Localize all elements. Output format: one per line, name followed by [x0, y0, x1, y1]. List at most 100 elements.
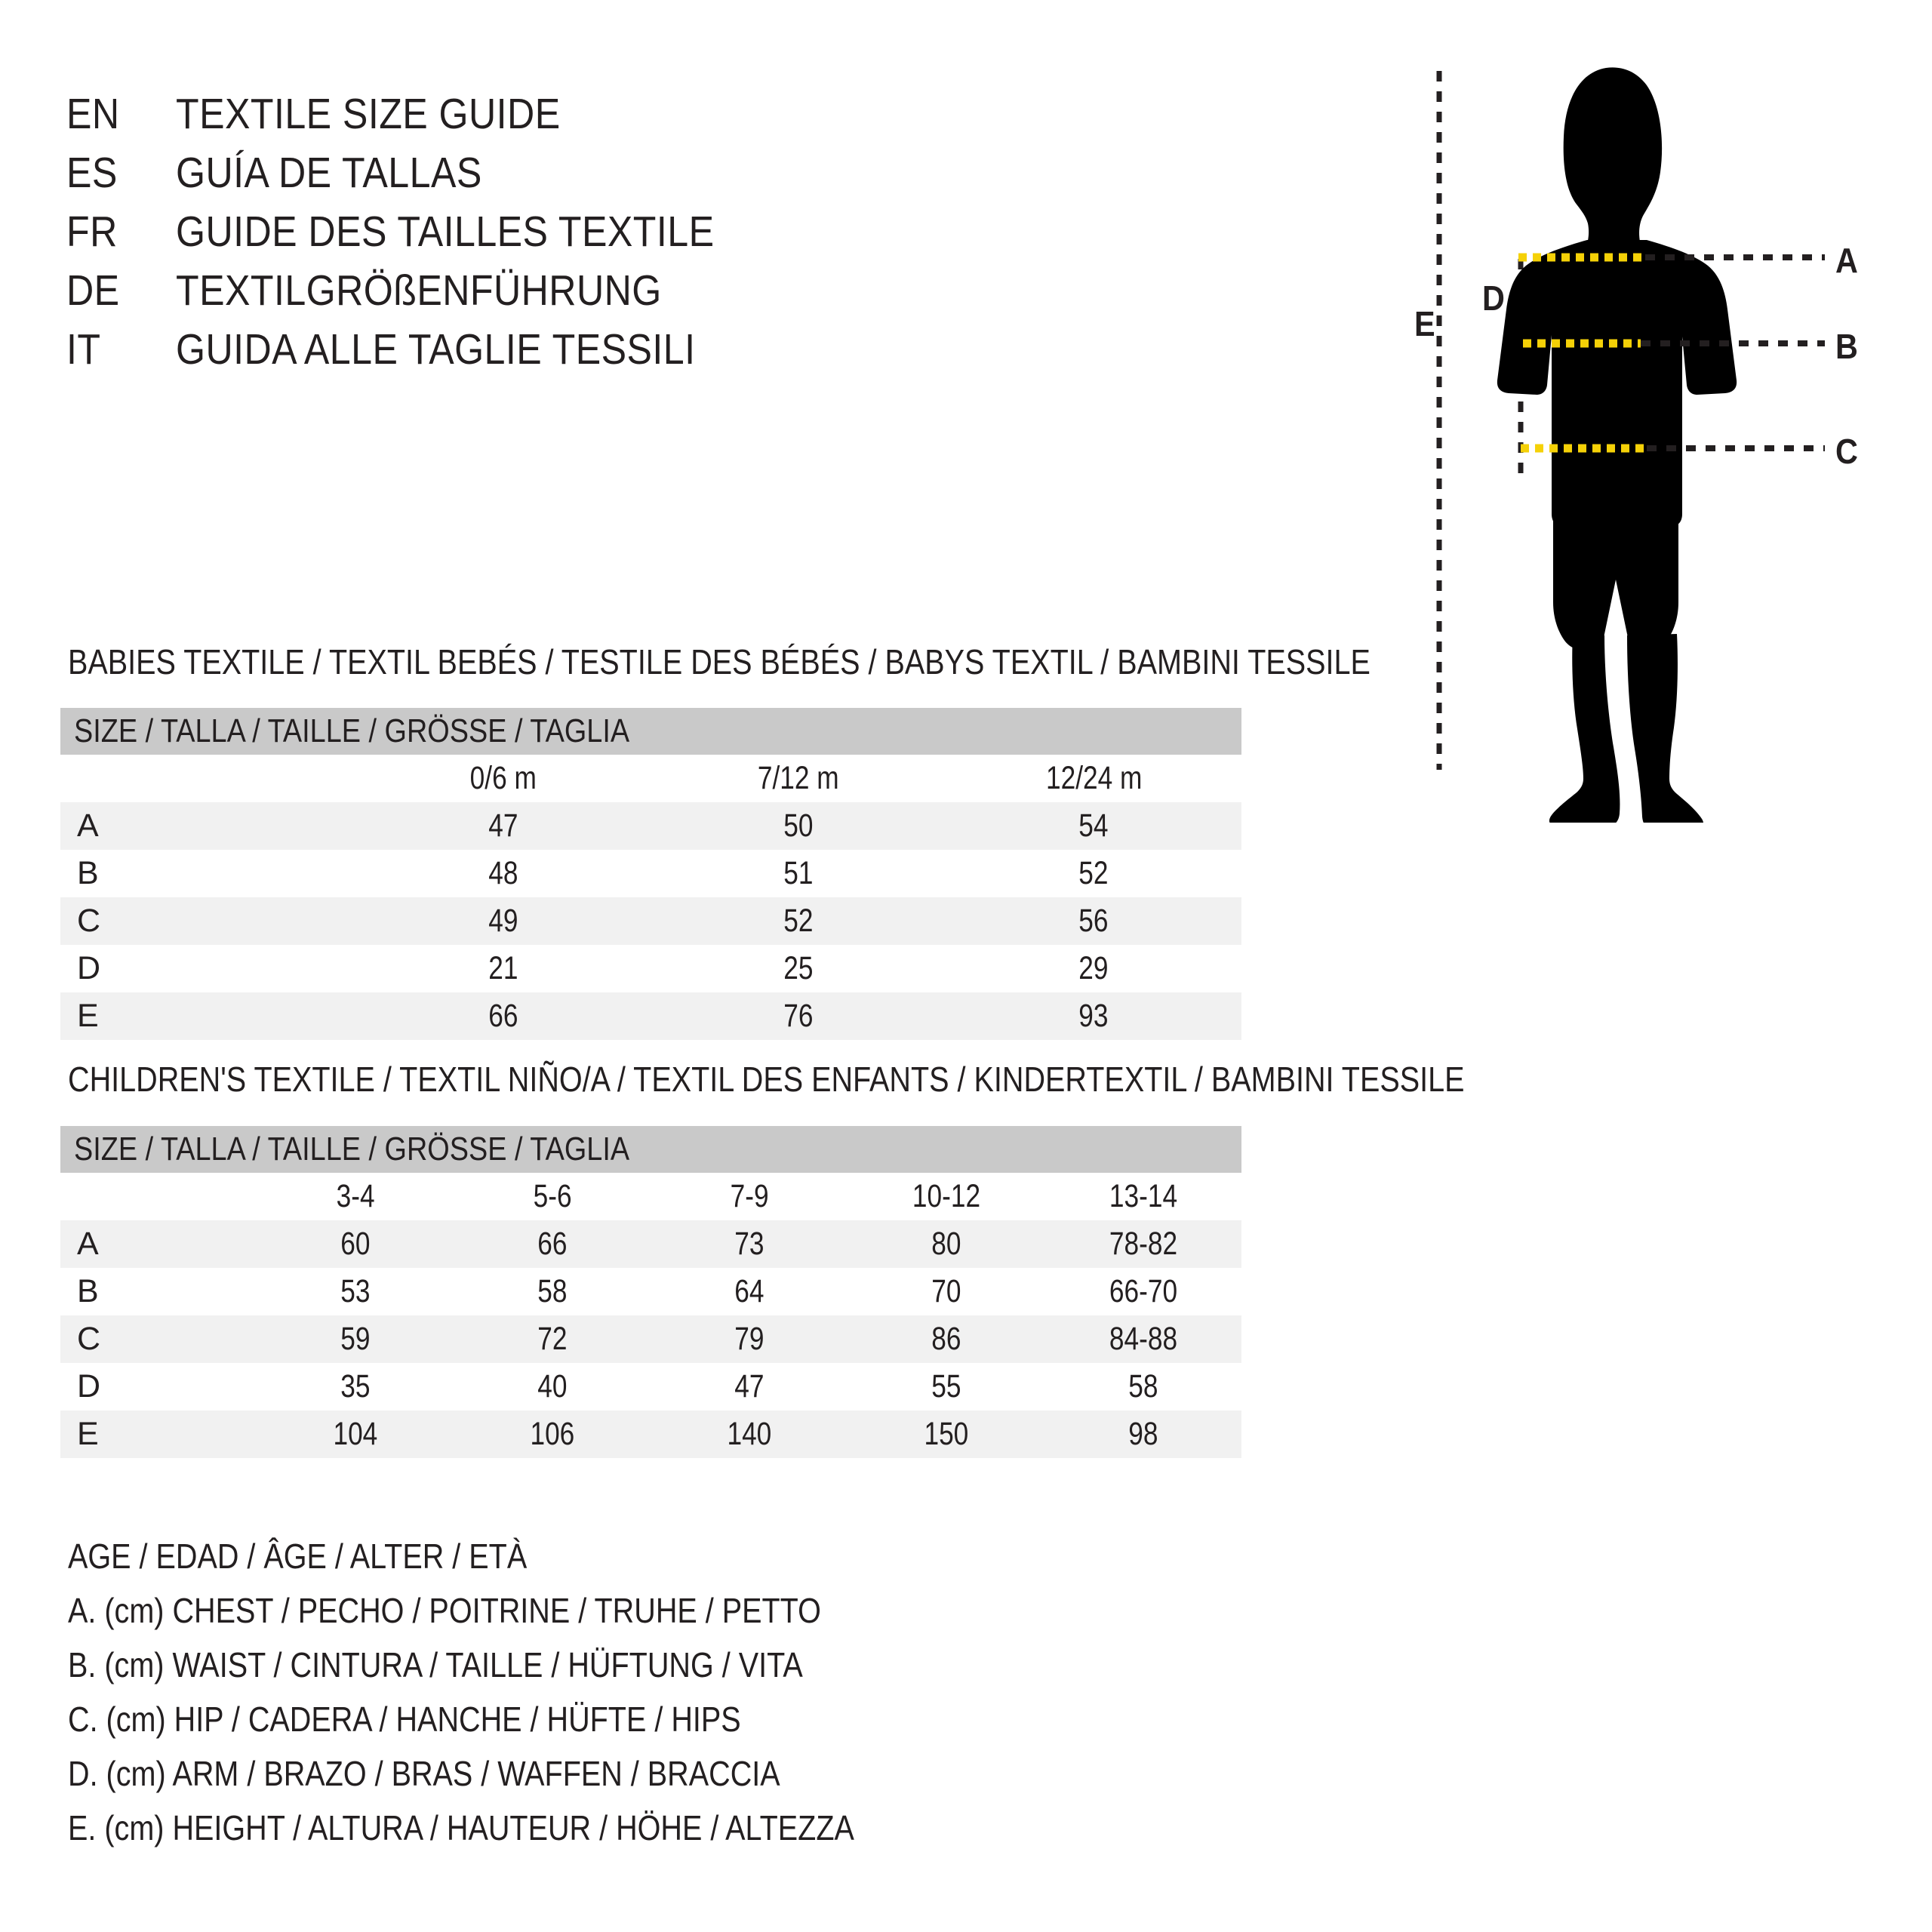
marker-label-d: D	[1482, 278, 1505, 318]
language-title-it: GUIDA ALLE TAGLIE TESSILI	[176, 325, 696, 374]
table-row: A 47 50 54	[60, 802, 1241, 850]
children-b-4: 66-70	[1044, 1268, 1241, 1315]
babies-corner-cell	[60, 755, 356, 802]
children-c-1: 72	[454, 1315, 651, 1363]
children-row-label-b: B	[60, 1268, 257, 1315]
children-column-header-row: 3-4 5-6 7-9 10-12 13-14	[60, 1173, 1241, 1220]
babies-column-header-row: 0/6 m 7/12 m 12/24 m	[60, 755, 1241, 802]
children-col-3: 10-12	[848, 1173, 1045, 1220]
legend-line-d-arm: D. (cm) ARM / BRAZO / BRAS / WAFFEN / BR…	[68, 1754, 780, 1793]
children-b-2: 64	[651, 1268, 848, 1315]
language-code-de: DE	[66, 266, 120, 315]
table-row: B 53 58 64 70 66-70	[60, 1268, 1241, 1315]
babies-row-label-d: D	[60, 945, 356, 992]
children-col-0: 3-4	[257, 1173, 454, 1220]
language-row-es: ES GUÍA DE TALLAS	[66, 148, 788, 207]
language-title-fr: GUIDE DES TAILLES TEXTILE	[176, 208, 715, 256]
children-a-4: 78-82	[1044, 1220, 1241, 1268]
language-title-en: TEXTILE SIZE GUIDE	[176, 90, 561, 138]
children-bar-label: SIZE / TALLA / TAILLE / GRÖSSE / TAGLIA	[74, 1131, 630, 1168]
babies-b-1: 51	[651, 850, 946, 897]
language-title-block: EN TEXTILE SIZE GUIDE ES GUÍA DE TALLAS …	[66, 89, 788, 383]
babies-col-1: 7/12 m	[651, 755, 946, 802]
children-a-3: 80	[848, 1220, 1045, 1268]
children-c-0: 59	[257, 1315, 454, 1363]
babies-col-0: 0/6 m	[355, 755, 651, 802]
language-row-it: IT GUIDA ALLE TAGLIE TESSILI	[66, 325, 788, 383]
children-e-0: 104	[257, 1411, 454, 1458]
children-d-2: 47	[651, 1363, 848, 1411]
child-figure-silhouette	[1497, 67, 1737, 823]
babies-row-label-e: E	[60, 992, 356, 1040]
children-e-1: 106	[454, 1411, 651, 1458]
child-silhouette-svg	[1436, 67, 1825, 823]
children-e-3: 150	[848, 1411, 1045, 1458]
table-row: C 49 52 56	[60, 897, 1241, 945]
babies-row-label-a: A	[60, 802, 356, 850]
babies-c-2: 56	[946, 897, 1241, 945]
children-corner-cell	[60, 1173, 257, 1220]
children-row-label-d: D	[60, 1363, 257, 1411]
marker-label-a: A	[1835, 241, 1858, 280]
legend-line-c-hip: C. (cm) HIP / CADERA / HANCHE / HÜFTE / …	[68, 1700, 741, 1739]
children-a-2: 73	[651, 1220, 848, 1268]
babies-table-bar: SIZE / TALLA / TAILLE / GRÖSSE / TAGLIA	[60, 708, 1241, 755]
babies-b-0: 48	[355, 850, 651, 897]
language-row-fr: FR GUIDE DES TAILLES TEXTILE	[66, 207, 788, 266]
table-row: A 60 66 73 80 78-82	[60, 1220, 1241, 1268]
children-a-1: 66	[454, 1220, 651, 1268]
measurement-legend: AGE / EDAD / ÂGE / ALTER / ETÀ A. (cm) C…	[68, 1536, 983, 1862]
children-section-heading: CHILDREN'S TEXTILE / TEXTIL NIÑO/A / TEX…	[68, 1060, 1465, 1099]
children-d-1: 40	[454, 1363, 651, 1411]
children-e-2: 140	[651, 1411, 848, 1458]
babies-a-0: 47	[355, 802, 651, 850]
children-row-label-c: C	[60, 1315, 257, 1363]
children-d-0: 35	[257, 1363, 454, 1411]
children-b-3: 70	[848, 1268, 1045, 1315]
babies-row-label-c: C	[60, 897, 356, 945]
language-code-it: IT	[66, 325, 101, 374]
children-size-table: SIZE / TALLA / TAILLE / GRÖSSE / TAGLIA …	[60, 1126, 1241, 1458]
language-code-es: ES	[66, 149, 118, 197]
children-table-bar: SIZE / TALLA / TAILLE / GRÖSSE / TAGLIA	[60, 1126, 1241, 1173]
language-code-en: EN	[66, 90, 120, 138]
legend-line-a-chest: A. (cm) CHEST / PECHO / POITRINE / TRUHE…	[68, 1591, 821, 1630]
language-row-en: EN TEXTILE SIZE GUIDE	[66, 89, 788, 148]
table-row: C 59 72 79 86 84-88	[60, 1315, 1241, 1363]
table-row: D 35 40 47 55 58	[60, 1363, 1241, 1411]
marker-label-e: E	[1414, 304, 1435, 343]
babies-row-label-b: B	[60, 850, 356, 897]
language-row-de: DE TEXTILGRÖßENFÜHRUNG	[66, 266, 788, 325]
language-title-es: GUÍA DE TALLAS	[176, 149, 482, 197]
marker-label-c: C	[1835, 432, 1858, 471]
babies-b-2: 52	[946, 850, 1241, 897]
legend-line-b-waist: B. (cm) WAIST / CINTURA / TAILLE / HÜFTU…	[68, 1645, 803, 1684]
legend-line-e-height: E. (cm) HEIGHT / ALTURA / HAUTEUR / HÖHE…	[68, 1808, 854, 1847]
babies-e-1: 76	[651, 992, 946, 1040]
table-row: B 48 51 52	[60, 850, 1241, 897]
children-row-label-e: E	[60, 1411, 257, 1458]
legend-line-age: AGE / EDAD / ÂGE / ALTER / ETÀ	[68, 1537, 528, 1576]
children-c-3: 86	[848, 1315, 1045, 1363]
marker-label-b: B	[1835, 327, 1858, 366]
children-c-4: 84-88	[1044, 1315, 1241, 1363]
children-d-3: 55	[848, 1363, 1045, 1411]
babies-a-1: 50	[651, 802, 946, 850]
children-d-4: 58	[1044, 1363, 1241, 1411]
babies-d-0: 21	[355, 945, 651, 992]
babies-c-0: 49	[355, 897, 651, 945]
table-row: E 66 76 93	[60, 992, 1241, 1040]
language-code-fr: FR	[66, 208, 118, 256]
babies-size-table: SIZE / TALLA / TAILLE / GRÖSSE / TAGLIA …	[60, 708, 1241, 1040]
babies-a-2: 54	[946, 802, 1241, 850]
language-title-de: TEXTILGRÖßENFÜHRUNG	[176, 266, 662, 315]
children-a-0: 60	[257, 1220, 454, 1268]
babies-d-2: 29	[946, 945, 1241, 992]
babies-col-2: 12/24 m	[946, 755, 1241, 802]
babies-bar-label: SIZE / TALLA / TAILLE / GRÖSSE / TAGLIA	[74, 712, 630, 749]
children-col-2: 7-9	[651, 1173, 848, 1220]
children-b-1: 58	[454, 1268, 651, 1315]
babies-e-0: 66	[355, 992, 651, 1040]
babies-c-1: 52	[651, 897, 946, 945]
